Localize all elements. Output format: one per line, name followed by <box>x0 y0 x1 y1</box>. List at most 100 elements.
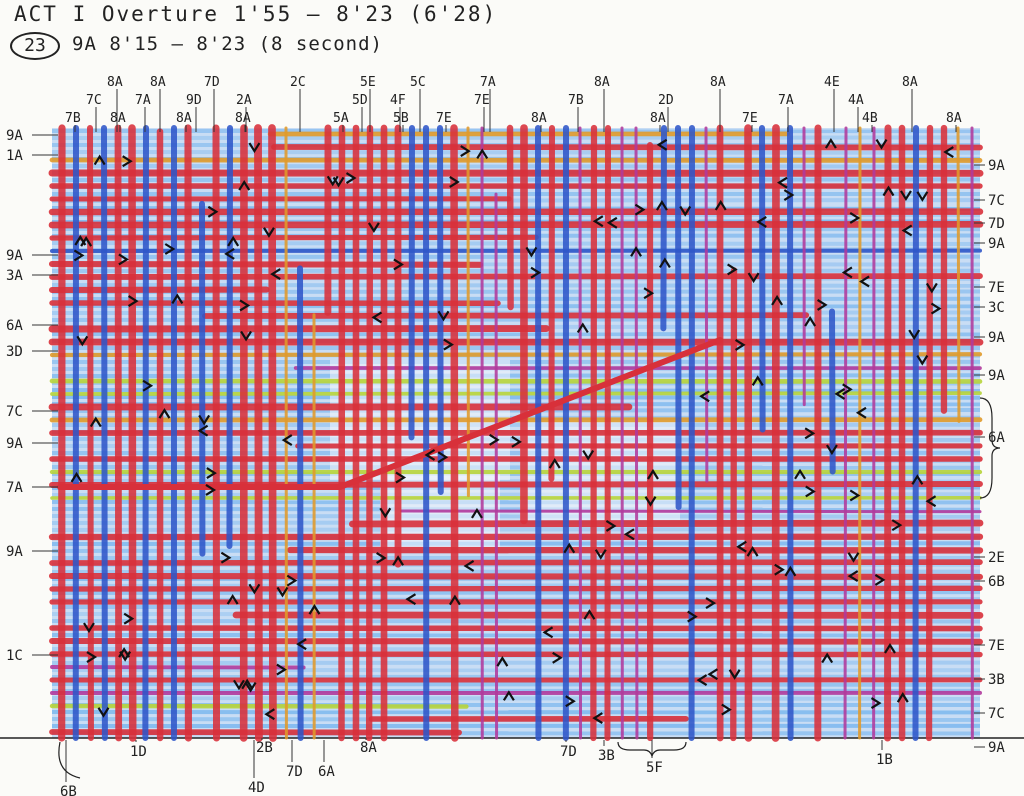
direction-arrow <box>647 468 659 480</box>
direction-arrow <box>502 690 515 701</box>
top-cue-label: 8A <box>594 75 610 90</box>
direction-arrow <box>776 176 788 189</box>
crayon-band <box>51 696 981 701</box>
top-cue-label: 7B <box>568 93 584 108</box>
horizontal-stroke <box>48 221 984 229</box>
vertical-stroke <box>634 126 639 740</box>
top-cue-label: 4B <box>862 111 878 126</box>
bottom-cue-label: 6B <box>60 784 77 796</box>
top-cue-label: 7A <box>135 93 151 108</box>
direction-arrow <box>270 268 281 281</box>
direction-arrow <box>821 652 834 664</box>
vertical-stroke <box>590 124 598 742</box>
top-cue-label: 7A <box>480 75 496 90</box>
top-cue-label: 2C <box>290 75 306 90</box>
direction-arrow <box>158 408 171 419</box>
direction-arrow <box>582 449 595 461</box>
top-cue-label: 7B <box>65 111 81 126</box>
direction-arrow <box>825 444 838 456</box>
right-cue-label: 6B <box>988 574 1005 590</box>
vertical-stroke <box>494 192 499 740</box>
bottom-cue-label: 3B <box>598 748 615 764</box>
direction-arrow <box>281 434 293 447</box>
direction-arrow <box>471 507 483 519</box>
direction-arrow <box>73 249 85 262</box>
vertical-stroke <box>101 125 108 741</box>
direction-arrow <box>751 375 764 386</box>
crayon-band <box>51 283 981 288</box>
direction-arrow <box>395 471 407 484</box>
vertical-stroke <box>254 124 263 742</box>
bottom-cue-label: 6A <box>318 764 335 780</box>
direction-arrow <box>263 227 275 238</box>
vertical-stroke <box>114 124 123 742</box>
direction-arrow <box>606 216 618 229</box>
crayon-band <box>51 507 981 512</box>
direction-arrow <box>884 642 896 654</box>
direction-arrow <box>605 520 617 532</box>
top-cue-label: 8A <box>176 111 192 126</box>
direction-arrow <box>227 235 240 247</box>
top-cue-label: 8A <box>710 75 726 90</box>
direction-arrow <box>859 275 870 288</box>
vertical-stroke <box>338 124 346 742</box>
direction-arrows <box>70 138 954 725</box>
direction-arrow <box>849 212 861 224</box>
direction-arrow <box>656 138 668 151</box>
direction-arrow <box>623 528 635 541</box>
direction-arrow <box>655 199 668 211</box>
crayon-band <box>51 590 981 595</box>
bottom-cue-label: 7D <box>286 764 303 780</box>
vertical-stroke <box>730 267 738 742</box>
horizontal-stroke <box>48 572 984 580</box>
direction-arrow <box>771 294 784 306</box>
direction-arrow <box>226 593 239 605</box>
top-cue-label: 7D <box>204 75 220 90</box>
left-cue-label: 1A <box>6 148 23 164</box>
direction-arrow <box>747 272 760 284</box>
direction-arrow <box>405 593 417 606</box>
crayon-band <box>51 514 981 519</box>
direction-arrow <box>392 555 405 566</box>
vertical-stroke <box>268 124 277 742</box>
direction-arrow <box>916 354 929 366</box>
direction-arrow <box>142 379 154 392</box>
direction-arrow <box>530 266 542 279</box>
direction-arrow <box>630 246 642 257</box>
direction-arrow <box>437 451 449 464</box>
vertical-stroke <box>759 125 766 433</box>
crayon-band <box>51 395 981 400</box>
direction-arrow <box>123 612 135 625</box>
direction-arrow <box>367 222 380 233</box>
top-cue-label: 8A <box>235 111 251 126</box>
direction-arrow <box>774 563 785 576</box>
direction-arrow <box>171 293 184 305</box>
top-cue-label: 5E <box>360 75 376 90</box>
direction-arrow <box>542 626 554 639</box>
direction-arrow <box>76 335 89 347</box>
diagonal-red-stroke <box>57 337 723 490</box>
crayon-band <box>51 388 981 393</box>
cue-number-circled: 23 <box>10 32 60 60</box>
direction-arrow <box>592 712 603 725</box>
direction-arrow <box>849 489 861 502</box>
direction-arrow <box>74 234 87 246</box>
direction-arrow <box>80 236 93 247</box>
direction-arrow <box>276 663 287 676</box>
direction-arrow <box>925 282 938 294</box>
right-cue-label: 9A <box>988 368 1005 384</box>
vertical-stroke <box>704 126 709 483</box>
direction-arrow <box>371 311 383 324</box>
horizontal-stroke <box>271 144 983 151</box>
right-cue-label: 3C <box>988 300 1005 316</box>
bottom-cue-label: 4D <box>248 780 265 796</box>
direction-arrow <box>83 622 95 634</box>
top-cue-label: 8A <box>946 111 962 126</box>
direction-arrow <box>756 215 767 228</box>
direction-arrow <box>794 468 806 480</box>
right-cue-label: 7C <box>988 193 1005 209</box>
direction-arrow <box>443 338 454 351</box>
direction-arrow <box>699 390 710 403</box>
cue-labels: 7B7C8A8A7A8A8A9D7D8A2A2C5A5D5E5B4F5C7E7E… <box>6 75 1005 796</box>
direction-arrow <box>855 406 867 419</box>
